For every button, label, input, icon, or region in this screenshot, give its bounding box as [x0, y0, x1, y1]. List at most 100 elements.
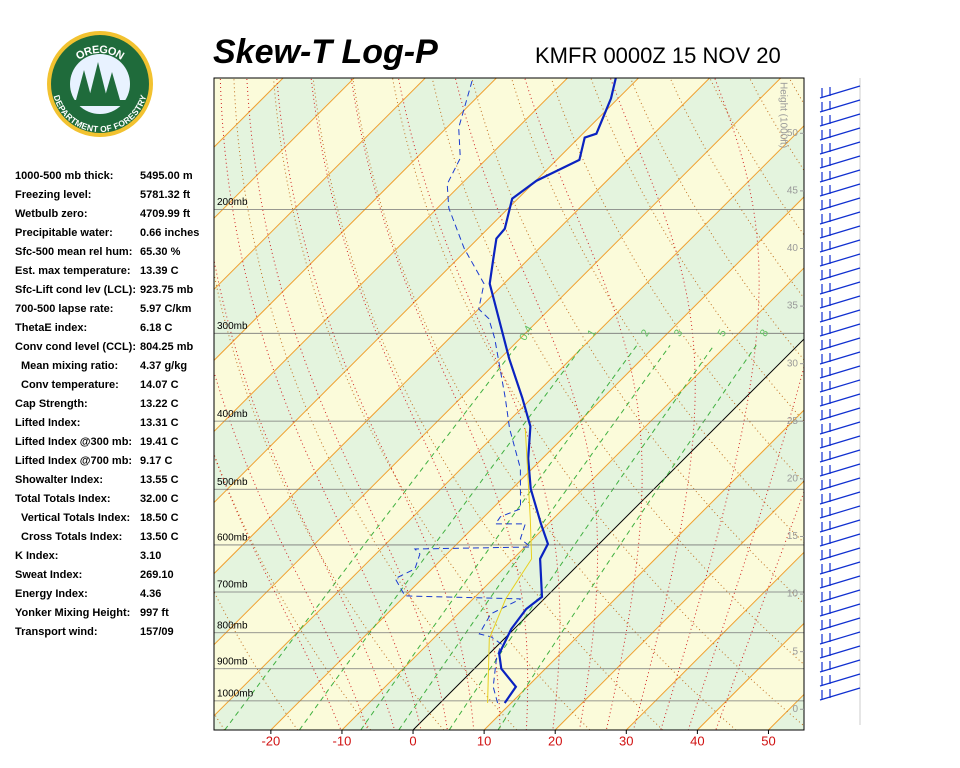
- y2-axis-label: Height (1000ft): [777, 82, 788, 148]
- stat-value: 5781.32 ft: [140, 189, 190, 201]
- stat-value: 13.55 C: [140, 474, 179, 486]
- stat-value: 4709.99 ft: [140, 208, 190, 220]
- wind-barb: [819, 183, 861, 197]
- moist-adiabat: [397, 78, 561, 730]
- stat-label: Est. max temperature:: [15, 265, 131, 277]
- stat-label: Mean mixing ratio:: [21, 360, 118, 372]
- wind-barb: [819, 561, 861, 575]
- moist-adiabat: [219, 78, 422, 730]
- mixing-ratio-label: 2: [639, 328, 652, 339]
- stat-label: Energy Index:: [15, 588, 88, 600]
- mixing-ratio-line: [398, 345, 671, 730]
- stat-value: 5.97 C/km: [140, 303, 192, 315]
- isotherm: [911, 78, 960, 730]
- x-tick-label: -10: [333, 733, 352, 748]
- stat-value: 19.41 C: [140, 436, 179, 448]
- mixing-ratio-line: [448, 345, 715, 730]
- mixing-ratio-label: 1: [585, 328, 598, 339]
- wind-barb: [819, 645, 861, 659]
- stat-value: 157/09: [140, 626, 174, 638]
- stat-value: 32.00 C: [140, 493, 179, 505]
- moist-adiabat: [609, 78, 696, 730]
- stat-label: Cross Totals Index:: [21, 531, 122, 543]
- mixing-ratio-label: 5: [716, 328, 729, 339]
- y2-tick-label: 35: [787, 301, 799, 312]
- wind-barb: [819, 463, 861, 477]
- wind-barb: [819, 505, 861, 519]
- profiles: [394, 78, 617, 704]
- stat-value: 269.10: [140, 569, 174, 581]
- wind-barb: [819, 421, 861, 435]
- wind-barb: [819, 337, 861, 351]
- stat-value: 0.66 inches: [140, 227, 199, 239]
- wind-barb: [819, 323, 861, 337]
- stat-label: Freezing level:: [15, 189, 91, 201]
- chart-subtitle: KMFR 0000Z 15 NOV 20: [535, 43, 781, 68]
- stat-value: 18.50 C: [140, 512, 179, 524]
- isotherm: [625, 551, 804, 730]
- isotherm: [270, 196, 804, 730]
- stat-value: 997 ft: [140, 607, 169, 619]
- stat-label: Lifted Index @300 mb:: [15, 436, 132, 448]
- wind-barb: [819, 295, 861, 309]
- y2-tick-label: 30: [787, 358, 799, 369]
- x-tick-label: -20: [261, 733, 280, 748]
- stat-value: 13.50 C: [140, 531, 179, 543]
- x-tick-label: 50: [761, 733, 775, 748]
- stat-value: 923.75 mb: [140, 284, 193, 296]
- y2-tick-label: 5: [792, 646, 798, 657]
- y2-tick-label: 10: [787, 589, 799, 600]
- dry-adiabat: [907, 77, 960, 730]
- stat-label: 700-500 lapse rate:: [15, 303, 113, 315]
- isotherm: [341, 267, 804, 730]
- logo-top-text: OREGON: [74, 44, 126, 63]
- wind-barb: [819, 197, 861, 211]
- dry-adiabat: [828, 77, 960, 730]
- wind-barbs: [819, 78, 861, 725]
- stat-value: 13.31 C: [140, 417, 179, 429]
- stat-value: 6.18 C: [140, 322, 172, 334]
- stat-label: Showalter Index:: [15, 474, 103, 486]
- wind-barb: [819, 239, 861, 253]
- stat-value: 9.17 C: [140, 455, 172, 467]
- x-tick-label: 20: [548, 733, 562, 748]
- stat-label: Sfc-500 mean rel hum:: [15, 246, 132, 258]
- wind-barb: [819, 519, 861, 533]
- mixing-ratio-line: [360, 345, 638, 730]
- dry-adiabat: [214, 452, 371, 730]
- sounding-line: [394, 78, 533, 704]
- y2-tick-label: 25: [787, 416, 799, 427]
- moist-adiabat: [660, 78, 760, 730]
- stat-value: 13.39 C: [140, 265, 179, 277]
- wind-barb: [819, 547, 861, 561]
- wind-barb: [819, 575, 861, 589]
- sounding-line: [488, 78, 617, 704]
- wind-barb: [819, 155, 861, 169]
- y-tick-label: 1000mb: [217, 689, 254, 700]
- wind-barb: [819, 407, 861, 421]
- mixing-ratio-line: [298, 344, 584, 730]
- y2-tick-label: 20: [787, 474, 799, 485]
- stat-value: 13.22 C: [140, 398, 179, 410]
- x-tick-label: 30: [619, 733, 633, 748]
- wind-barb: [819, 169, 861, 183]
- stat-value: 5495.00 m: [140, 170, 193, 182]
- stat-label: Wetbulb zero:: [15, 208, 88, 220]
- wind-barb: [819, 687, 861, 701]
- stat-label: Total Totals Index:: [15, 493, 111, 505]
- wind-barb: [819, 617, 861, 631]
- stat-label: Sweat Index:: [15, 569, 82, 581]
- logo: OREGON DEPARTMENT OF FORESTRY: [47, 31, 153, 137]
- wind-barb: [819, 351, 861, 365]
- moist-adiabat: [276, 78, 475, 730]
- stat-value: 804.25 mb: [140, 341, 193, 353]
- wind-barb: [819, 673, 861, 687]
- x-tick-label: 40: [690, 733, 704, 748]
- y-tick-label: 200mb: [217, 197, 248, 208]
- y-tick-label: 500mb: [217, 477, 248, 488]
- y2-tick-label: 40: [787, 243, 799, 254]
- dry-adiabat: [868, 77, 960, 730]
- stat-label: Yonker Mixing Height:: [15, 607, 130, 619]
- wind-barb: [819, 659, 861, 673]
